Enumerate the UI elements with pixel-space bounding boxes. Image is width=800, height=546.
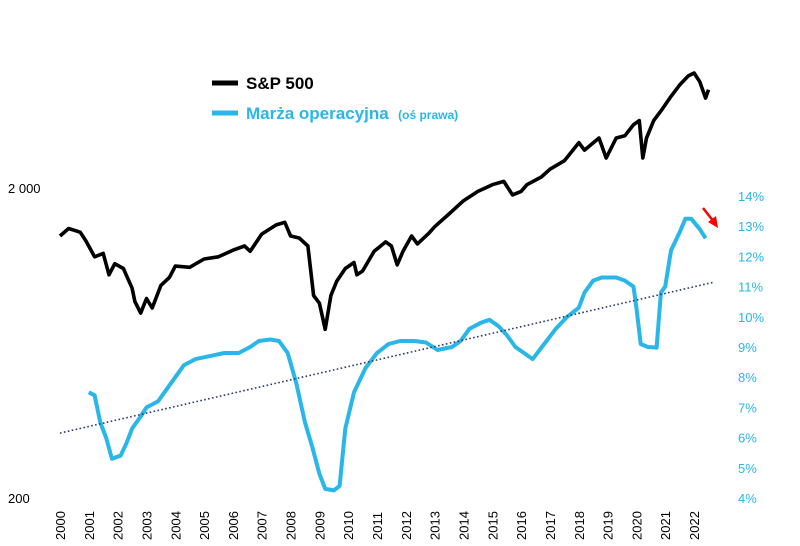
trend-line — [59, 281, 715, 434]
x-tick-label: 2004 — [168, 511, 183, 540]
x-tick-label: 2022 — [687, 511, 702, 540]
right-axis: 4% 5% 6% 7% 8% 9% 10% 11% 12% 13% 14% — [738, 189, 764, 506]
x-tick-label: 2009 — [312, 511, 327, 540]
x-tick-label: 2001 — [82, 511, 97, 540]
x-tick-label: 2008 — [284, 511, 299, 540]
right-tick-label: 7% — [738, 400, 757, 415]
right-tick-label: 11% — [738, 280, 763, 295]
x-tick-label: 2007 — [255, 511, 270, 540]
x-tick-label: 2019 — [601, 511, 616, 540]
x-axis: 2000 2001 2002 2003 2004 2005 2006 2007 2008 2009… — [53, 511, 702, 540]
right-tick-label: 10% — [738, 310, 764, 325]
left-axis: 200 2 000 — [8, 181, 41, 506]
x-tick-label: 2017 — [543, 511, 558, 540]
series-layer — [58, 71, 715, 493]
x-tick-label: 2010 — [341, 511, 356, 540]
x-tick-label: 2011 — [370, 512, 385, 540]
legend-label-margin: Marża operacyjna (oś prawa) — [246, 104, 458, 123]
series-line-margin — [87, 216, 708, 493]
x-tick-label: 2012 — [399, 511, 414, 540]
x-tick-label: 2013 — [428, 511, 443, 540]
right-tick-label: 12% — [738, 249, 764, 264]
legend-label-margin-note: (oś prawa) — [398, 108, 458, 122]
decline-arrow — [702, 207, 718, 228]
x-tick-label: 2000 — [53, 511, 68, 540]
x-tick-label: 2006 — [226, 511, 241, 540]
right-tick-label: 6% — [738, 431, 757, 446]
right-tick-label: 13% — [738, 219, 764, 234]
x-tick-label: 2020 — [629, 511, 644, 540]
x-tick-label: 2018 — [572, 511, 587, 540]
x-tick-label: 2005 — [197, 511, 212, 540]
x-tick-label: 2016 — [514, 511, 529, 540]
left-tick-label: 2 000 — [8, 181, 41, 196]
right-tick-label: 9% — [738, 340, 757, 355]
legend: S&P 500 Marża operacyjna (oś prawa) — [212, 74, 458, 123]
arrow-head-icon — [708, 216, 718, 228]
right-tick-label: 8% — [738, 370, 757, 385]
legend-label-margin-name: Marża operacyjna — [246, 104, 389, 123]
x-tick-label: 2021 — [658, 511, 673, 540]
series-line-sp500 — [58, 71, 711, 332]
right-tick-label: 5% — [738, 461, 757, 476]
right-tick-label: 14% — [738, 189, 764, 204]
x-tick-label: 2014 — [456, 511, 471, 540]
x-tick-label: 2015 — [485, 511, 500, 540]
x-tick-label: 2003 — [139, 511, 154, 540]
right-tick-label: 4% — [738, 491, 757, 506]
x-tick-label: 2002 — [111, 511, 126, 540]
legend-label-sp500: S&P 500 — [246, 74, 314, 93]
left-tick-label: 200 — [8, 491, 30, 506]
